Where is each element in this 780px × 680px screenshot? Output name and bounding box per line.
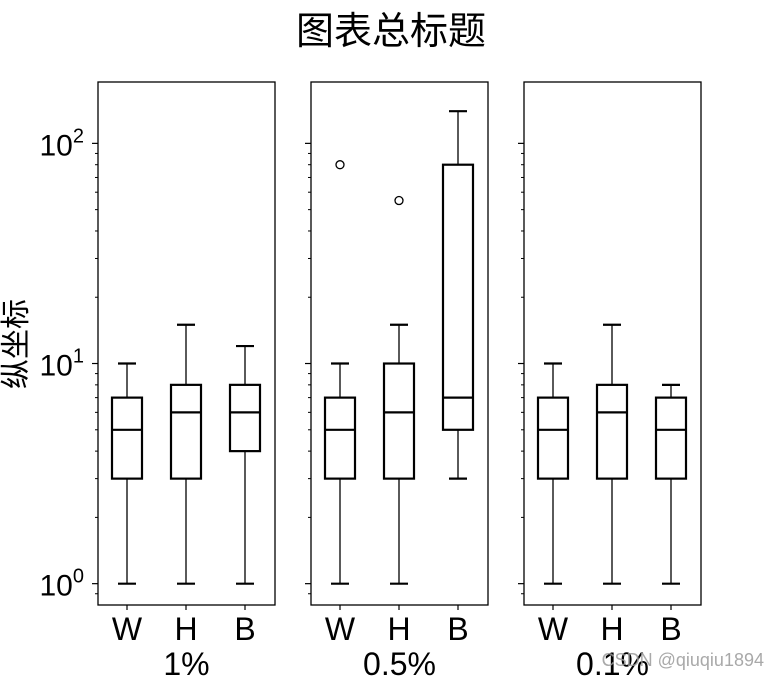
box-b xyxy=(654,383,688,585)
y-tick-label-base: 10 xyxy=(40,350,73,383)
box-w xyxy=(536,362,570,585)
x-tick-label: H xyxy=(174,611,197,647)
x-tick-label: B xyxy=(447,611,468,647)
x-tick-label: W xyxy=(325,611,356,647)
box-h xyxy=(169,323,203,585)
x-tick-label: B xyxy=(234,611,255,647)
y-tick-label-base: 10 xyxy=(40,570,73,603)
y-tick-label-exponent: 0 xyxy=(73,566,84,588)
y-axis-label: 纵坐标 xyxy=(0,299,34,389)
panel-label: 0.1% xyxy=(576,646,649,680)
iqr-box xyxy=(595,383,629,480)
iqr-box xyxy=(323,396,357,480)
box-h xyxy=(382,195,416,585)
y-tick-label: 102 xyxy=(40,125,85,162)
box-w xyxy=(110,362,144,585)
y-tick-label-base: 10 xyxy=(40,129,73,162)
x-tick-label: H xyxy=(387,611,410,647)
iqr-box xyxy=(110,396,144,480)
panel-label: 1% xyxy=(163,646,209,680)
box-b xyxy=(441,110,475,480)
iqr-box xyxy=(228,383,262,453)
y-tick-label: 100 xyxy=(40,566,85,603)
iqr-box xyxy=(382,362,416,480)
x-tick-label: W xyxy=(538,611,569,647)
iqr-box xyxy=(169,383,203,480)
panel-frame xyxy=(310,81,489,606)
panel-frame xyxy=(523,81,702,606)
box-w xyxy=(323,160,357,585)
y-tick-label: 101 xyxy=(40,346,85,383)
x-tick-label: B xyxy=(660,611,681,647)
panel-2: W H B 0.5% xyxy=(305,81,489,680)
box-b xyxy=(228,344,262,585)
iqr-box xyxy=(654,396,688,480)
box-h xyxy=(595,323,629,585)
x-tick-label: W xyxy=(112,611,143,647)
iqr-box xyxy=(536,396,570,480)
y-tick-label-exponent: 2 xyxy=(73,125,84,147)
iqr-box xyxy=(441,163,475,431)
y-tick-label-exponent: 1 xyxy=(73,346,84,368)
panel-frame xyxy=(97,81,276,606)
chart-title: 图表总标题 xyxy=(296,9,486,53)
outlier-point xyxy=(335,160,345,170)
x-tick-label: H xyxy=(600,611,623,647)
watermark: CSDN @qiuqiu1894 xyxy=(602,650,764,670)
panel-label: 0.5% xyxy=(363,646,436,680)
panel-3: W H B 0.1% xyxy=(518,81,702,680)
outlier-point xyxy=(394,195,404,206)
